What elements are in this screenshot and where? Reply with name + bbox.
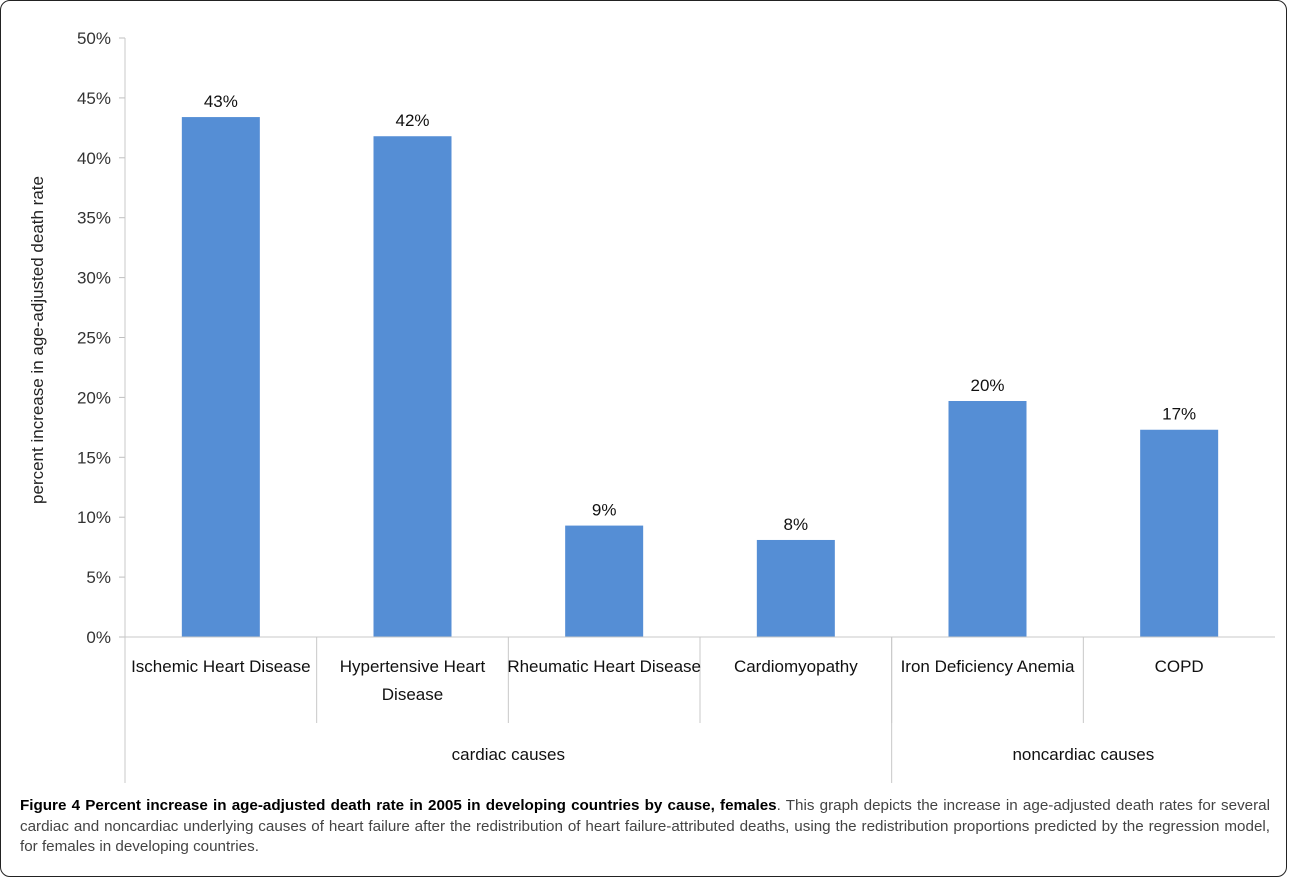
y-tick-label: 40% [77, 149, 111, 168]
data-label: 17% [1162, 405, 1196, 424]
y-tick-label: 35% [77, 209, 111, 228]
y-tick-label: 10% [77, 508, 111, 527]
category-labels: Ischemic Heart Disease Hypertensive Heart… [131, 657, 1204, 704]
category-label: Rheumatic Heart Disease [507, 657, 701, 676]
data-label: 43% [204, 92, 238, 111]
category-label: Ischemic Heart Disease [131, 657, 311, 676]
y-tick-label: 20% [77, 388, 111, 407]
group-label: noncardiac causes [1012, 745, 1154, 764]
group-label: cardiac causes [452, 745, 565, 764]
y-tick-label: 50% [77, 29, 111, 48]
data-labels: 43% 42% 9% 8% 20% 17% [204, 92, 1196, 534]
y-tick-label: 25% [77, 329, 111, 348]
y-tick-label: 30% [77, 269, 111, 288]
group-labels: cardiac causes noncardiac causes [452, 745, 1155, 764]
y-axis-ticks: 0% 5% 10% 15% 20% 25% 30% 35% 40% 45% 50% [77, 29, 125, 647]
bar [565, 525, 644, 637]
bar [181, 117, 260, 638]
bar-chart: 0% 5% 10% 15% 20% 25% 30% 35% 40% 45% 50% 43% 42% 9%… [28, 29, 1275, 783]
category-label: COPD [1155, 657, 1204, 676]
y-tick-label: 15% [77, 448, 111, 467]
bar [1140, 429, 1219, 637]
caption-title: Figure 4 Percent increase in age-adjuste… [20, 797, 777, 814]
y-tick-label: 0% [86, 628, 111, 647]
y-tick-label: 45% [77, 89, 111, 108]
bars [181, 117, 1219, 638]
data-label: 8% [784, 515, 809, 534]
y-tick-label: 5% [86, 568, 111, 587]
bar [373, 136, 452, 637]
bar [756, 539, 835, 637]
category-label: Disease [382, 685, 443, 704]
y-axis-title: percent increase in age-adjusted death r… [28, 176, 47, 504]
category-label: Hypertensive Heart [340, 657, 486, 676]
bar [948, 400, 1027, 637]
axis-lines [124, 38, 1275, 783]
caption-text: . This graph depicts the increase in age… [20, 797, 1270, 855]
data-label: 20% [970, 376, 1004, 395]
category-label: Cardiomyopathy [734, 657, 858, 676]
data-label: 9% [592, 501, 617, 520]
figure-caption: Figure 4 Percent increase in age-adjuste… [20, 796, 1270, 858]
category-label: Iron Deficiency Anemia [901, 657, 1075, 676]
data-label: 42% [395, 111, 429, 130]
